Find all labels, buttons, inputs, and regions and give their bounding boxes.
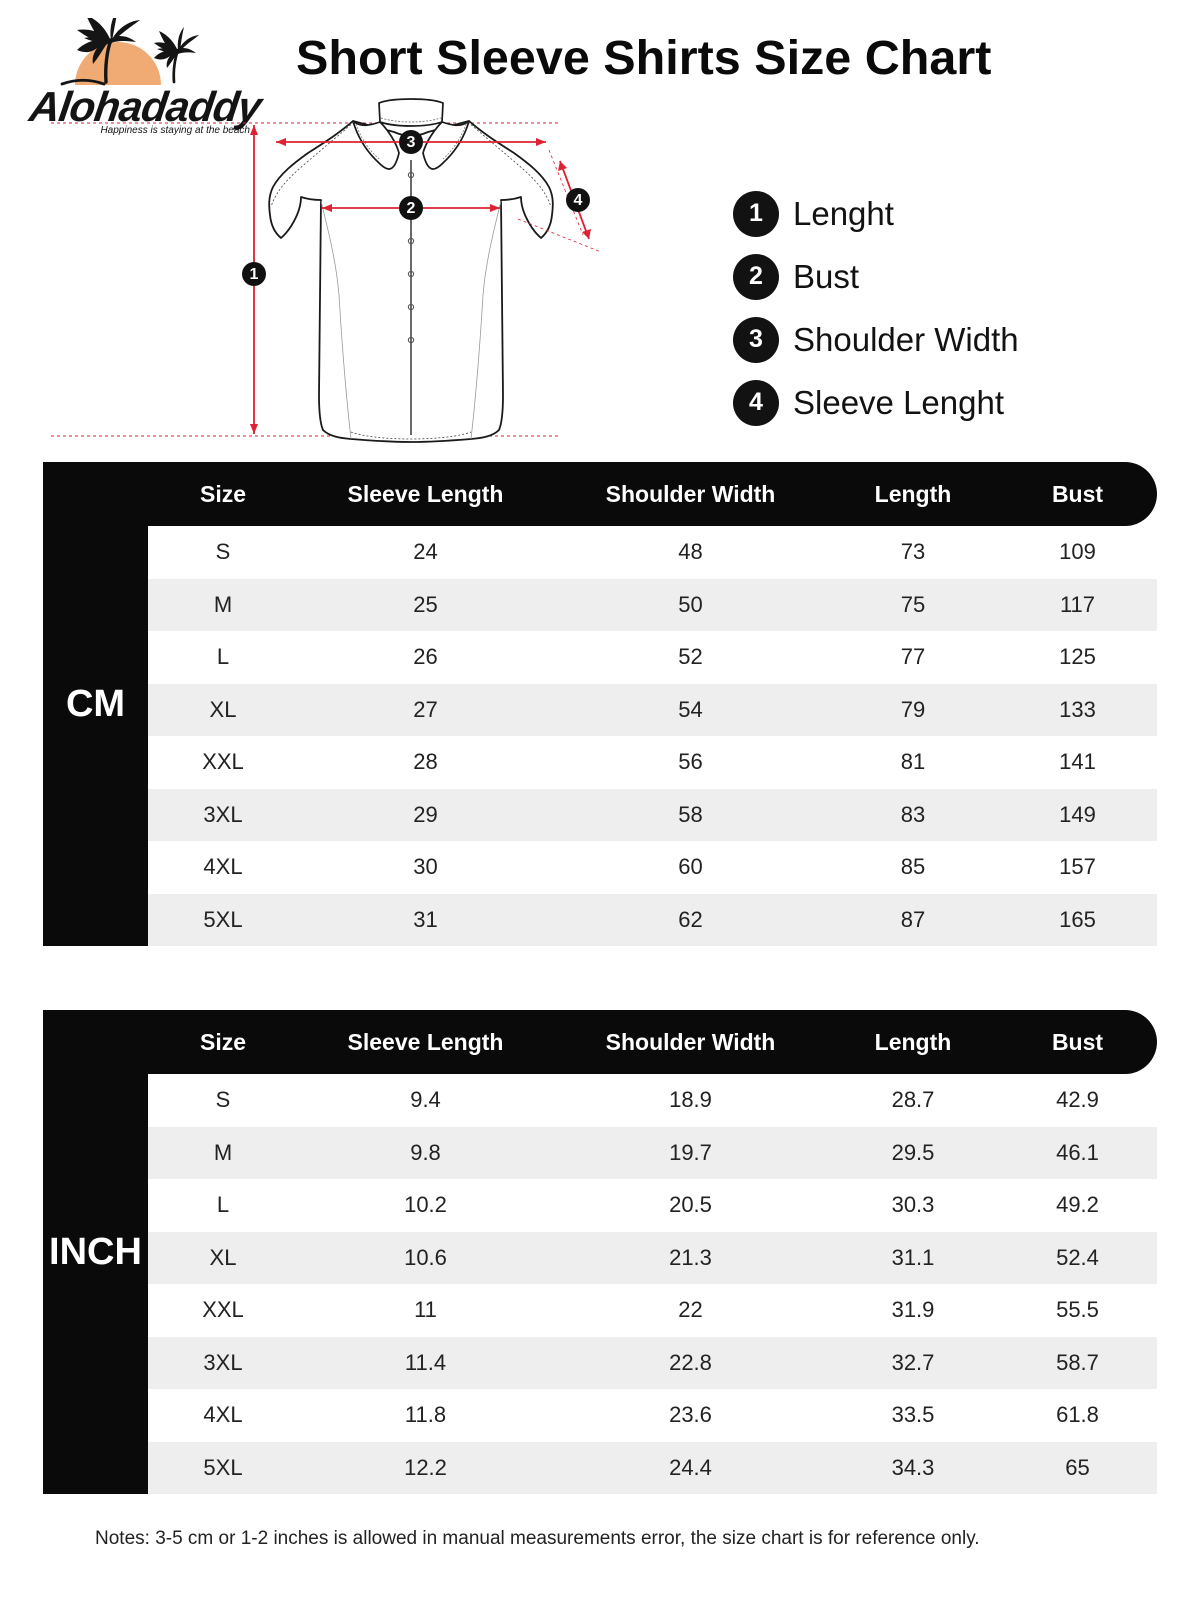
svg-text:4: 4 <box>574 192 583 209</box>
svg-text:2: 2 <box>407 200 416 217</box>
svg-text:1: 1 <box>250 266 259 283</box>
svg-text:3: 3 <box>407 134 416 151</box>
